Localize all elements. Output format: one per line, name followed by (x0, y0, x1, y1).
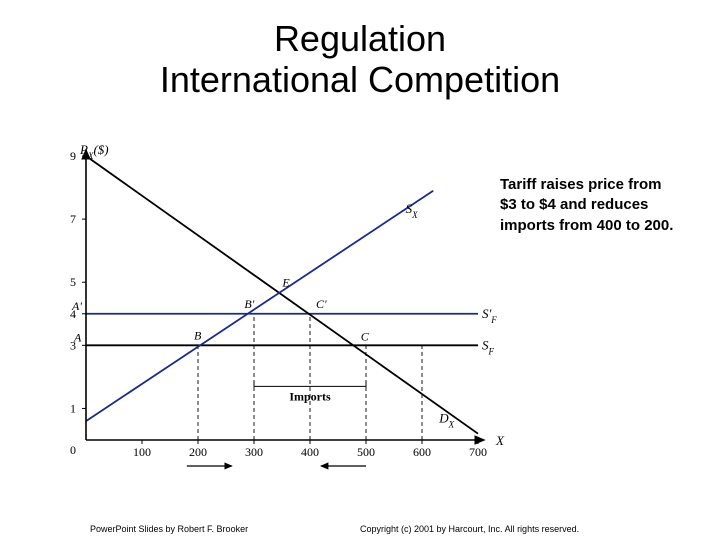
annotation-l2: $3 to $4 and reduces (500, 196, 648, 213)
svg-text:C': C' (316, 297, 327, 311)
title-line-1: Regulation (274, 18, 446, 59)
svg-text:C: C (361, 329, 370, 343)
svg-text:DX: DX (438, 410, 454, 429)
annotation-text: Tariff raises price from $3 to $4 and re… (500, 175, 673, 236)
footer-credit: PowerPoint Slides by Robert F. Brooker (90, 524, 248, 534)
svg-text:100: 100 (133, 445, 151, 459)
chart-svg: 1345791002003004005006007000XPX($)DXSXSF… (40, 140, 510, 480)
svg-text:7: 7 (70, 212, 76, 226)
svg-text:B: B (194, 328, 202, 342)
svg-text:X: X (495, 433, 505, 448)
annotation-l3: imports from 400 to 200. (500, 217, 673, 234)
svg-text:A': A' (71, 299, 82, 313)
svg-text:0: 0 (70, 443, 76, 457)
svg-text:600: 600 (413, 445, 431, 459)
title-line-2: International Competition (160, 59, 560, 100)
annotation-l1: Tariff raises price from (500, 176, 661, 193)
svg-text:500: 500 (357, 445, 375, 459)
svg-text:S'F: S'F (482, 306, 497, 325)
slide-title: Regulation International Competition (0, 0, 720, 101)
svg-text:200: 200 (189, 445, 207, 459)
svg-text:SF: SF (482, 337, 495, 356)
svg-text:A: A (73, 330, 82, 344)
svg-text:300: 300 (245, 445, 263, 459)
svg-text:SX: SX (406, 201, 419, 220)
footer-copyright: Copyright (c) 2001 by Harcourt, Inc. All… (360, 524, 579, 534)
svg-text:PX($): PX($) (79, 142, 109, 161)
svg-text:1: 1 (70, 401, 76, 415)
svg-text:9: 9 (70, 149, 76, 163)
svg-text:700: 700 (469, 445, 487, 459)
svg-text:400: 400 (301, 445, 319, 459)
economics-chart: 1345791002003004005006007000XPX($)DXSXSF… (40, 140, 510, 480)
svg-text:E: E (281, 276, 290, 290)
svg-text:Imports: Imports (289, 389, 331, 403)
svg-text:B': B' (244, 297, 254, 311)
svg-text:5: 5 (70, 275, 76, 289)
